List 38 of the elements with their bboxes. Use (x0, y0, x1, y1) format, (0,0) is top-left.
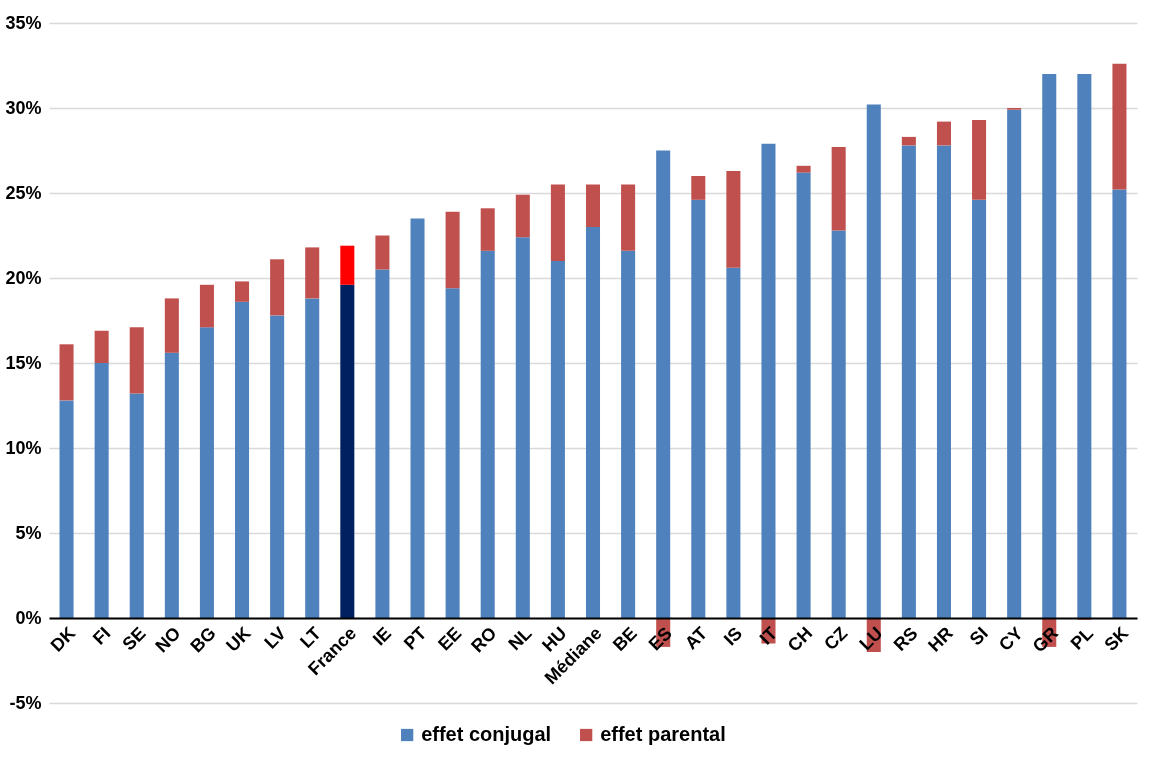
x-tick-label: DK (46, 623, 80, 656)
y-tick-label: 5% (15, 522, 42, 543)
x-tick-label: RS (889, 623, 922, 655)
x-tick-label: LV (260, 623, 290, 653)
y-tick-label: 25% (5, 182, 42, 203)
x-tick-label: UK (222, 623, 255, 656)
y-tick-label: 20% (5, 267, 42, 288)
y-tick-label: 30% (5, 97, 42, 118)
x-tick-label: SI (965, 623, 992, 650)
x-tick-label: IS (719, 623, 747, 650)
x-tick-label: PT (399, 623, 431, 654)
x-tick-label: SE (118, 623, 150, 655)
x-tick-label: RO (467, 623, 501, 657)
y-tick-label: -5% (9, 692, 42, 713)
x-tick-label: FI (88, 623, 115, 649)
x-tick-label: BE (608, 623, 641, 655)
y-tick-label: 35% (5, 12, 42, 33)
x-tick-label: BG (186, 623, 220, 657)
legend-label: effet parental (600, 723, 726, 745)
y-tick-label: 10% (5, 437, 42, 458)
x-tick-label: CY (995, 623, 1027, 655)
y-tick-label: 0% (15, 607, 42, 628)
x-tick-label: PL (1066, 623, 1098, 654)
x-tick-label: GR (1028, 623, 1062, 657)
y-tick-label: 15% (5, 352, 42, 373)
x-tick-label: IT (755, 623, 782, 649)
x-tick-label: NO (151, 623, 185, 657)
legend-label: effet conjugal (421, 723, 552, 745)
x-tick-label: AT (680, 623, 712, 654)
x-tick-label: NL (504, 623, 536, 655)
x-tick-label: LU (855, 623, 887, 655)
x-tick-label: ES (644, 623, 676, 655)
x-tick-label: SK (1100, 623, 1133, 655)
x-tick-label: CZ (820, 623, 852, 655)
x-tick-label: EE (434, 623, 466, 655)
x-tick-label: CH (783, 623, 817, 656)
x-tick-label: HR (924, 623, 957, 656)
x-tick-label: IE (368, 623, 396, 650)
